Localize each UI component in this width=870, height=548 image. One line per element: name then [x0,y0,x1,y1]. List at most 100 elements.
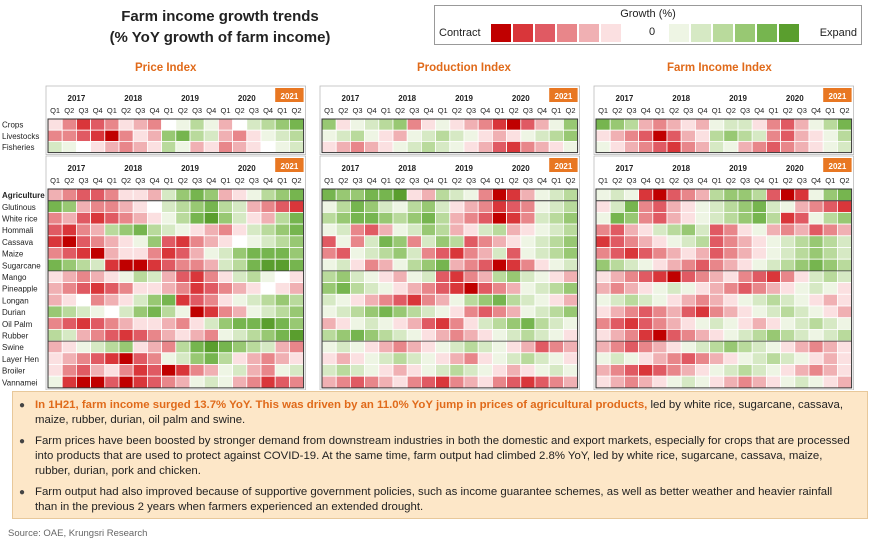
heat-cell [766,223,782,237]
heat-cell [737,188,753,202]
heat-cell [491,282,507,295]
heat-cell [132,317,148,330]
heat-cell [449,375,465,389]
heat-cell [349,211,365,225]
heat-cell [321,293,337,307]
heat-cell [288,352,304,365]
heat-cell [203,293,219,307]
quarter-label: Q3 [683,106,693,115]
heat-cell [680,328,696,342]
heat-cell [420,247,436,260]
heat-cell [751,270,767,283]
heat-cell [709,364,725,377]
heat-cell [274,317,290,330]
heat-cell [203,188,219,202]
heat-cell [189,235,205,248]
heat-cell [506,129,522,142]
heat-cell [808,375,824,389]
heat-cell [624,247,640,260]
heat-cell [463,340,479,354]
heat-cell [161,305,177,319]
heat-cell [808,270,824,283]
heat-cell [666,223,682,237]
heat-cell [822,188,838,202]
color-legend: Growth (%) Contract 0 Expand [434,5,862,45]
heat-cell [624,270,640,283]
heat-cell [392,118,408,131]
heat-cell [420,258,436,272]
quarter-label: Q4 [480,176,490,185]
heat-cell [449,200,465,213]
heat-cell [822,140,838,153]
quarter-label: Q2 [235,106,245,115]
heat-cell [118,352,134,365]
heat-cell [808,305,824,319]
heat-cell [666,293,682,307]
heat-cell [406,352,422,365]
quarter-label: Q1 [164,176,174,185]
heat-cell [723,293,739,307]
heat-cell [794,140,810,153]
heat-cell [175,293,191,307]
heat-cell [506,211,522,225]
heat-cell [378,340,394,354]
heat-cell [737,340,753,354]
heat-cell [76,282,92,295]
heat-cell [203,317,219,330]
quarter-label: Q3 [192,106,202,115]
heat-cell [274,293,290,307]
heat-cell [491,375,507,389]
heat-cell [406,328,422,342]
heat-cell [609,140,625,153]
heat-cell [695,200,711,213]
heat-cell [680,129,696,142]
legend-swatch-contract-5 [513,24,533,42]
heat-cell [534,235,550,248]
heat-cell [652,118,668,131]
quarter-label: Q4 [641,176,651,185]
quarter-label: Q2 [839,106,849,115]
heat-cell [61,235,77,248]
heat-cell [90,140,106,153]
heat-cell [680,375,696,389]
heat-cell [723,223,739,237]
heat-cell [780,188,796,202]
heat-cell [161,235,177,248]
heat-cell [652,293,668,307]
heat-cell [161,188,177,202]
heat-cell [118,235,134,248]
heat-cell [61,270,77,283]
year-badge [275,158,304,172]
year-label: 2018 [398,94,416,103]
heat-cell [449,340,465,354]
heat-cell [506,352,522,365]
heat-cell [766,118,782,131]
quarter-label: Q3 [797,106,807,115]
panel-title-price: Price Index [135,62,197,74]
heat-cell [435,375,451,389]
heat-cell [751,235,767,248]
heat-cell [288,129,304,142]
heat-cell [260,340,276,354]
heat-cell [132,200,148,213]
row-label: Cassava [2,238,34,247]
heat-cell [534,352,550,365]
heat-cell [822,375,838,389]
quarter-label: Q1 [825,106,835,115]
heat-cell [76,328,92,342]
heat-cell [246,200,262,213]
heat-cell [76,317,92,330]
heat-cell [90,211,106,225]
heat-cell [90,364,106,377]
heat-cell [217,364,233,377]
heat-cell [751,200,767,213]
row-label: Longan [2,296,29,305]
heat-cell [435,258,451,272]
quarter-label: Q2 [509,106,519,115]
heat-cell [189,328,205,342]
heat-cell [609,258,625,272]
heat-cell [837,200,853,213]
quarter-label: Q2 [338,176,348,185]
heat-cell [378,247,394,260]
heat-cell [595,352,611,365]
